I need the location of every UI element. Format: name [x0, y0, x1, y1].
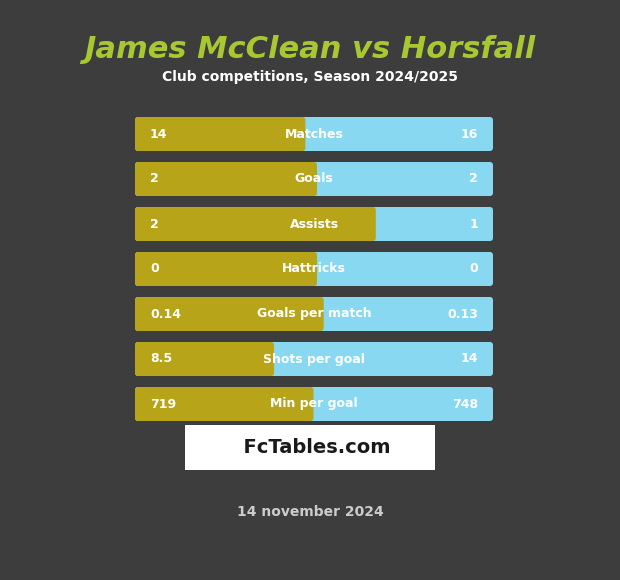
FancyBboxPatch shape — [135, 387, 493, 421]
Text: Goals per match: Goals per match — [257, 307, 371, 321]
Text: 748: 748 — [452, 397, 478, 411]
FancyBboxPatch shape — [135, 162, 493, 196]
FancyBboxPatch shape — [135, 387, 314, 421]
Text: 1: 1 — [469, 218, 478, 230]
FancyBboxPatch shape — [135, 117, 306, 151]
FancyBboxPatch shape — [135, 297, 324, 331]
Text: 0.13: 0.13 — [447, 307, 478, 321]
Text: 14 november 2024: 14 november 2024 — [237, 505, 383, 519]
FancyBboxPatch shape — [135, 207, 376, 241]
Text: 8.5: 8.5 — [150, 353, 172, 365]
FancyBboxPatch shape — [135, 342, 493, 376]
Text: 2: 2 — [469, 172, 478, 186]
FancyBboxPatch shape — [185, 425, 435, 470]
Text: Club competitions, Season 2024/2025: Club competitions, Season 2024/2025 — [162, 70, 458, 84]
Text: FcTables.com: FcTables.com — [230, 438, 390, 457]
Text: 0: 0 — [469, 263, 478, 276]
Text: 719: 719 — [150, 397, 176, 411]
Text: Goals: Goals — [294, 172, 334, 186]
Text: Assists: Assists — [290, 218, 339, 230]
Text: 0: 0 — [150, 263, 159, 276]
Text: 14: 14 — [461, 353, 478, 365]
Text: 14: 14 — [150, 128, 167, 140]
Text: 0.14: 0.14 — [150, 307, 181, 321]
Text: Matches: Matches — [285, 128, 343, 140]
FancyBboxPatch shape — [135, 297, 493, 331]
Text: 2: 2 — [150, 218, 159, 230]
FancyBboxPatch shape — [135, 117, 493, 151]
Text: Shots per goal: Shots per goal — [263, 353, 365, 365]
FancyBboxPatch shape — [135, 252, 317, 286]
FancyBboxPatch shape — [135, 252, 493, 286]
Text: Hattricks: Hattricks — [282, 263, 346, 276]
FancyBboxPatch shape — [135, 342, 274, 376]
FancyBboxPatch shape — [135, 207, 493, 241]
FancyBboxPatch shape — [135, 162, 317, 196]
Text: James McClean vs Horsfall: James McClean vs Horsfall — [84, 35, 536, 64]
Text: 2: 2 — [150, 172, 159, 186]
Text: Min per goal: Min per goal — [270, 397, 358, 411]
Text: 16: 16 — [461, 128, 478, 140]
